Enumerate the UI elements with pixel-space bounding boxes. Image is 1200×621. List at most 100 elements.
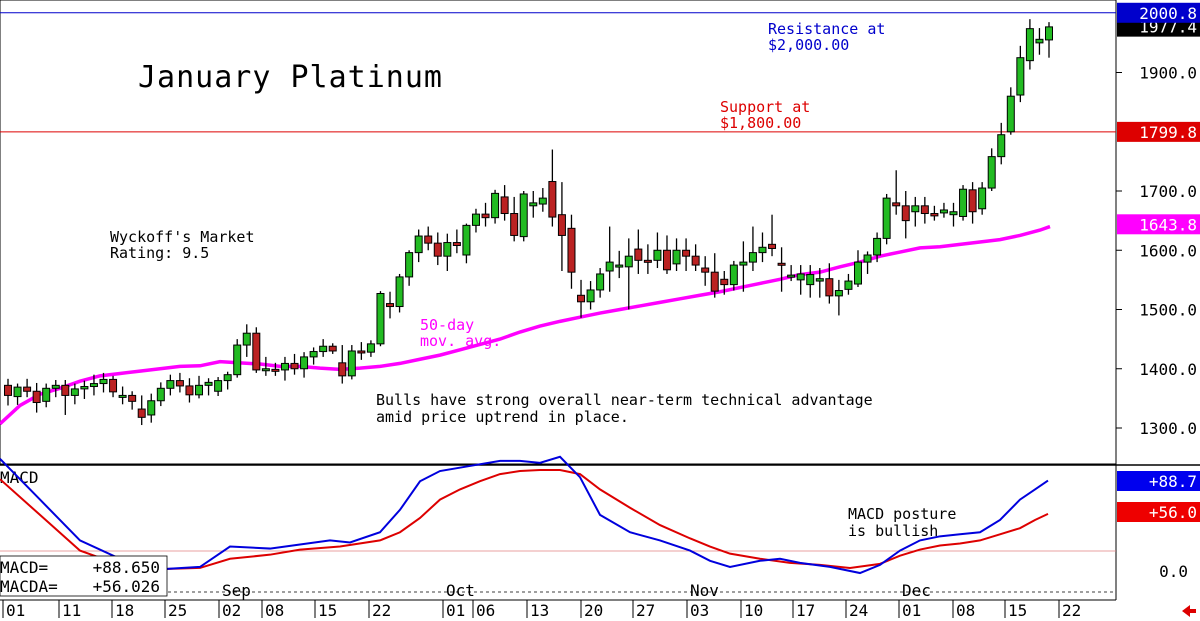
candle [911,196,920,227]
candle-body [739,261,748,266]
candle [128,391,137,410]
x-tick-label: 20 [584,601,603,620]
candle-body [653,249,662,261]
resistance-price-tag-label: 2000.8 [1139,4,1197,23]
candle [768,214,777,257]
x-tick-label: 01 [6,601,25,620]
candle [567,214,576,289]
x-tick-label: 25 [168,601,187,620]
candle [405,250,414,286]
candle [386,291,395,319]
candle [1006,87,1015,135]
macd-tick-label: 0.0 [1159,562,1188,581]
candle [739,241,748,292]
candle-body [1035,38,1044,44]
candle [596,268,605,298]
candle-body [261,368,270,372]
candle-body [596,273,605,291]
x-tick-label: 15 [1008,601,1027,620]
candle [825,263,834,304]
candle-body [271,368,280,372]
candle-body [137,408,146,418]
candle [834,279,843,316]
ma-annotation: 50-day [420,316,474,334]
candle-body [920,205,929,215]
candle [720,270,729,295]
candle [290,353,299,375]
macd-last-tag [1117,471,1200,491]
candle-body [548,181,557,218]
candle-body [99,378,108,385]
candle-body [23,386,32,392]
candle [882,193,891,245]
candle [701,256,710,286]
candle [252,327,261,373]
x-tick-label: 10 [744,601,763,620]
candle [309,347,318,365]
candle [853,250,862,287]
candle [175,372,184,393]
candle [156,382,165,407]
resistance-price-tag [1117,2,1200,23]
candle [319,339,328,357]
rating-annotation: Wyckoff's Market [110,228,255,246]
candle-body [471,213,480,226]
candle-body [538,197,547,205]
candle [51,380,60,398]
candle [844,273,853,295]
price-tick-label: 1500.0 [1139,301,1197,320]
candle [815,268,824,298]
candle [395,273,404,313]
candle-body [634,248,643,261]
candle-body [42,387,51,402]
candle [682,238,691,271]
resistance-annotation: $2,000.00 [768,36,849,54]
candle-body [901,205,910,222]
candle-body [328,345,337,352]
candle [710,253,719,298]
candle-body [834,290,843,297]
ma-50-line [0,224,1051,426]
candle-body [61,384,70,396]
candle-body [701,267,710,273]
price-tick-label: 1400.0 [1139,360,1197,379]
candle-body [366,343,375,353]
candle [80,380,89,399]
candle [491,189,500,224]
candle [624,238,633,310]
price-tick-label: 1900.0 [1139,64,1197,83]
candle [500,185,509,221]
candle-body [70,388,79,396]
candle [280,356,289,381]
candle-body [424,235,433,244]
candle [987,148,996,191]
scroll-left-arrow-icon[interactable] [1182,605,1196,617]
support-annotation: Support at [720,98,810,116]
candle-body [863,254,872,263]
month-label: Nov [690,581,719,600]
candle-body [300,356,309,370]
candle-body [672,249,681,265]
candle-body [452,242,461,247]
candle-body [968,189,977,213]
x-tick-label: 11 [62,601,81,620]
x-tick-label: 02 [222,601,241,620]
candle [347,345,356,380]
candle [997,122,1006,165]
month-label: Sep [222,581,251,600]
price-tick-label: 1700.0 [1139,182,1197,201]
ma-annotation: mov. avg. [420,332,501,350]
candle-body [280,362,289,371]
candle [959,185,968,221]
candle-body [491,192,500,219]
x-tick-label: 03 [690,601,709,620]
candle-body [787,274,796,278]
price-tick-label: 1600.0 [1139,241,1197,260]
candle [195,375,204,399]
candle [557,182,566,271]
candle-body [500,196,509,215]
macd-line [0,455,1049,575]
candle-body [939,209,948,214]
candle-body [405,252,414,278]
candle [930,205,939,221]
